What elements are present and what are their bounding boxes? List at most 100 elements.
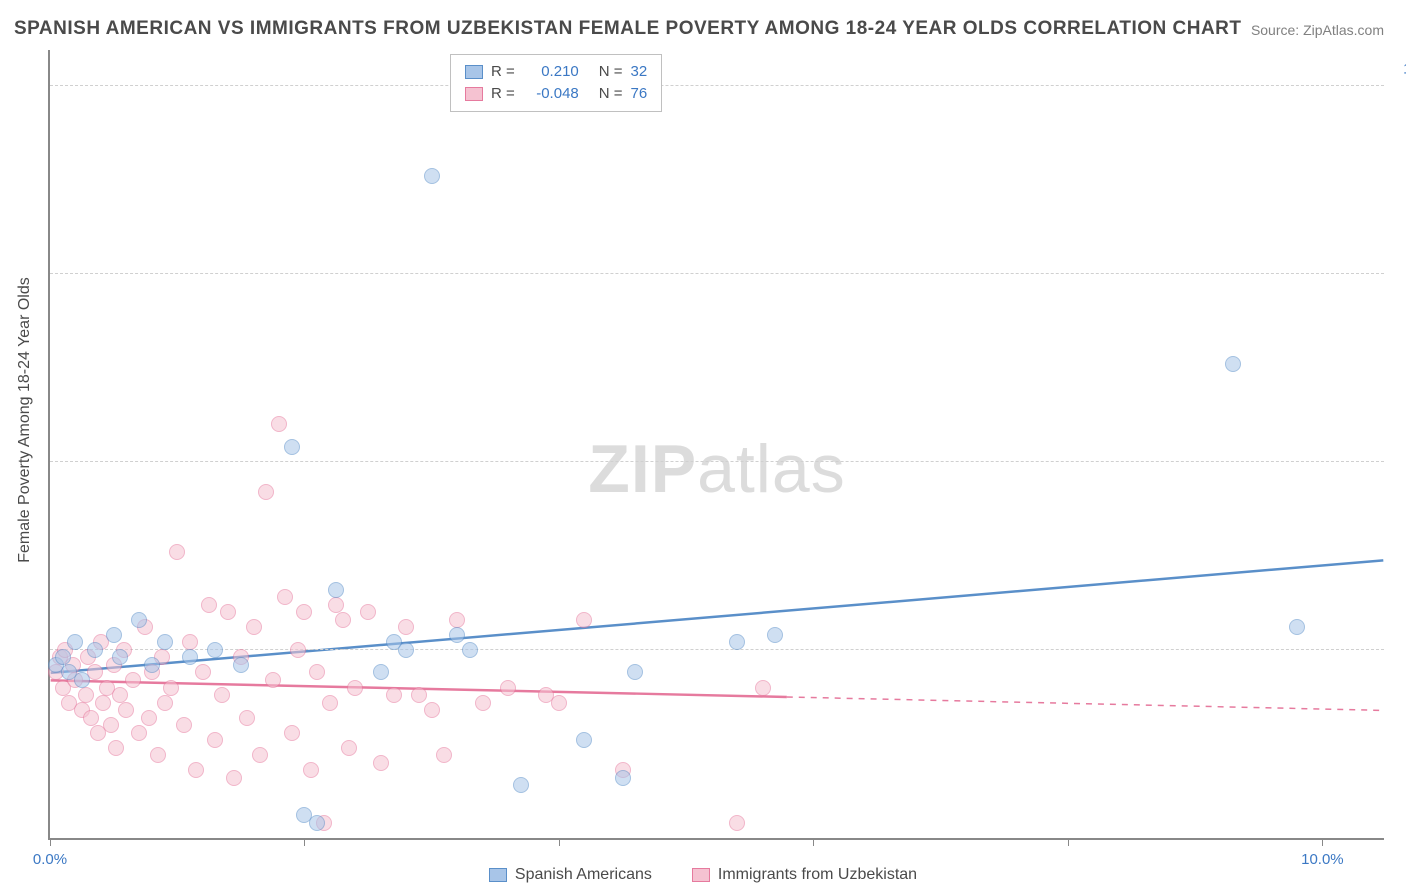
data-point — [67, 634, 83, 650]
data-point — [207, 642, 223, 658]
data-point — [615, 770, 631, 786]
data-point — [239, 710, 255, 726]
x-tick — [304, 838, 305, 846]
data-point — [83, 710, 99, 726]
y-tick-label: 75.0% — [1394, 248, 1406, 265]
data-point — [195, 664, 211, 680]
y-tick-label: 100.0% — [1394, 60, 1406, 77]
data-point — [373, 664, 389, 680]
data-point — [328, 582, 344, 598]
data-point — [386, 687, 402, 703]
data-point — [1289, 619, 1305, 635]
data-point — [55, 649, 71, 665]
data-point — [277, 589, 293, 605]
data-point — [475, 695, 491, 711]
data-point — [309, 664, 325, 680]
x-tick — [559, 838, 560, 846]
n-value: 32 — [631, 61, 648, 83]
r-label: R = — [491, 83, 515, 105]
data-point — [627, 664, 643, 680]
data-point — [182, 634, 198, 650]
legend-stat-row: R = 0.210 N = 32 — [465, 61, 647, 83]
data-point — [112, 687, 128, 703]
data-point — [767, 627, 783, 643]
data-point — [78, 687, 94, 703]
data-point — [373, 755, 389, 771]
gridline — [50, 273, 1384, 274]
data-point — [729, 815, 745, 831]
data-point — [398, 619, 414, 635]
data-point — [169, 544, 185, 560]
gridline — [50, 85, 1384, 86]
data-point — [182, 649, 198, 665]
legend-label: Spanish Americans — [515, 866, 652, 884]
legend-swatch — [489, 868, 507, 882]
data-point — [500, 680, 516, 696]
data-point — [449, 612, 465, 628]
data-point — [103, 717, 119, 733]
data-point — [176, 717, 192, 733]
data-point — [106, 627, 122, 643]
data-point — [551, 695, 567, 711]
data-point — [335, 612, 351, 628]
data-point — [755, 680, 771, 696]
y-axis-title: Female Poverty Among 18-24 Year Olds — [16, 277, 34, 563]
y-tick-label: 50.0% — [1394, 436, 1406, 453]
legend-item: Immigrants from Uzbekistan — [692, 866, 917, 884]
data-point — [424, 702, 440, 718]
x-tick — [1068, 838, 1069, 846]
data-point — [424, 168, 440, 184]
data-point — [150, 747, 166, 763]
data-point — [118, 702, 134, 718]
data-point — [144, 657, 160, 673]
r-label: R = — [491, 61, 515, 83]
gridline — [50, 461, 1384, 462]
data-point — [360, 604, 376, 620]
data-point — [112, 649, 128, 665]
data-point — [303, 762, 319, 778]
x-tick — [813, 838, 814, 846]
data-point — [328, 597, 344, 613]
r-value: -0.048 — [523, 83, 579, 105]
data-point — [398, 642, 414, 658]
legend-label: Immigrants from Uzbekistan — [718, 866, 917, 884]
x-tick — [1322, 838, 1323, 846]
data-point — [576, 612, 592, 628]
data-point — [201, 597, 217, 613]
data-point — [141, 710, 157, 726]
legend-swatch — [465, 87, 483, 101]
data-point — [729, 634, 745, 650]
data-point — [207, 732, 223, 748]
data-point — [449, 627, 465, 643]
y-tick-label: 25.0% — [1394, 624, 1406, 641]
data-point — [125, 672, 141, 688]
n-label: N = — [599, 83, 623, 105]
data-point — [341, 740, 357, 756]
plot-area: ZIPatlas 25.0%50.0%75.0%100.0%0.0%10.0% — [48, 50, 1384, 840]
n-label: N = — [599, 61, 623, 83]
data-point — [131, 612, 147, 628]
data-point — [252, 747, 268, 763]
data-point — [131, 725, 147, 741]
data-point — [157, 695, 173, 711]
legend-swatch — [692, 868, 710, 882]
data-point — [163, 680, 179, 696]
legend-stat-row: R =-0.048N =76 — [465, 83, 647, 105]
data-point — [271, 416, 287, 432]
watermark: ZIPatlas — [588, 430, 845, 508]
gridline — [50, 649, 1384, 650]
data-point — [513, 777, 529, 793]
r-value: 0.210 — [523, 61, 579, 83]
legend-item: Spanish Americans — [489, 866, 652, 884]
data-point — [296, 604, 312, 620]
data-point — [290, 642, 306, 658]
chart-title: SPANISH AMERICAN VS IMMIGRANTS FROM UZBE… — [14, 18, 1242, 40]
data-point — [188, 762, 204, 778]
data-point — [411, 687, 427, 703]
data-point — [1225, 356, 1241, 372]
data-point — [265, 672, 281, 688]
data-point — [462, 642, 478, 658]
legend-swatch — [465, 65, 483, 79]
data-point — [220, 604, 236, 620]
legend-stats: R =0.210N =32R =-0.048N =76 — [450, 54, 662, 112]
